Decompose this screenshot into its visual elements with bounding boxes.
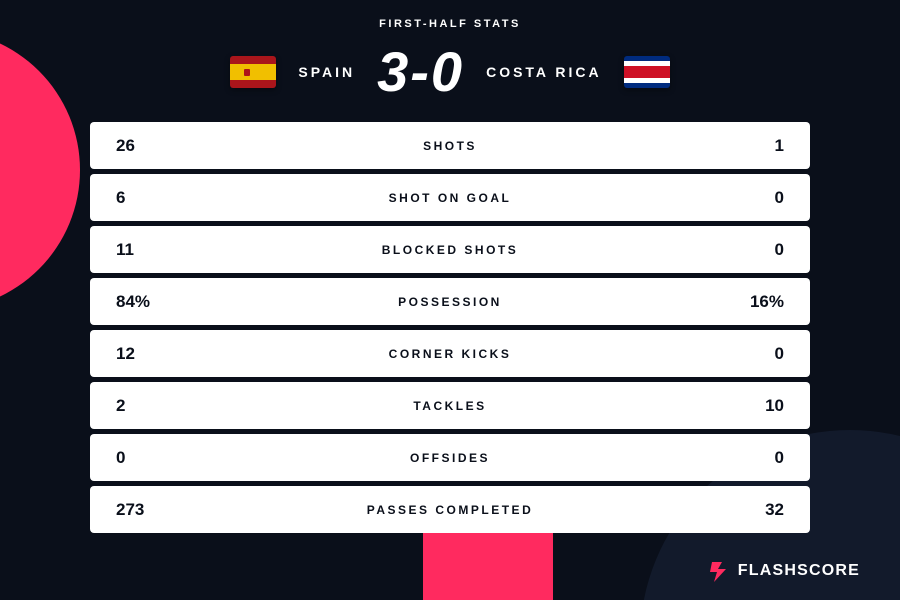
stat-home-value: 11	[116, 240, 186, 260]
flag-home-icon	[230, 56, 276, 88]
stat-away-value: 0	[714, 188, 784, 208]
scoreline: SPAIN 3-0 COSTA RICA	[230, 44, 669, 100]
stat-label: OFFSIDES	[186, 451, 714, 465]
stat-home-value: 6	[116, 188, 186, 208]
score-display: 3-0	[377, 44, 464, 100]
stat-label: TACKLES	[186, 399, 714, 413]
brand-logo: FLASHSCORE	[708, 560, 860, 582]
table-row: 11 BLOCKED SHOTS 0	[90, 226, 810, 273]
stat-home-value: 2	[116, 396, 186, 416]
stat-label: CORNER KICKS	[186, 347, 714, 361]
stat-away-value: 16%	[714, 292, 784, 312]
stat-away-value: 0	[714, 448, 784, 468]
flashscore-icon	[708, 560, 730, 582]
score-home: 3	[377, 40, 410, 103]
page-title: FIRST-HALF STATS	[379, 18, 521, 30]
table-row: 273 PASSES COMPLETED 32	[90, 486, 810, 533]
table-row: 26 SHOTS 1	[90, 122, 810, 169]
table-row: 12 CORNER KICKS 0	[90, 330, 810, 377]
table-row: 6 SHOT ON GOAL 0	[90, 174, 810, 221]
stat-away-value: 0	[714, 240, 784, 260]
stat-away-value: 32	[714, 500, 784, 520]
stat-label: SHOT ON GOAL	[186, 191, 714, 205]
stat-home-value: 26	[116, 136, 186, 156]
stats-card: FIRST-HALF STATS SPAIN 3-0 COSTA RICA 26…	[0, 0, 900, 600]
brand-label: FLASHSCORE	[738, 562, 860, 580]
table-row: 0 OFFSIDES 0	[90, 434, 810, 481]
team-away-label: COSTA RICA	[486, 64, 602, 80]
stat-label: BLOCKED SHOTS	[186, 243, 714, 257]
stat-home-value: 273	[116, 500, 186, 520]
score-separator: -	[410, 40, 431, 103]
stat-home-value: 12	[116, 344, 186, 364]
stat-away-value: 0	[714, 344, 784, 364]
score-away: 0	[431, 40, 464, 103]
flag-away-icon	[624, 56, 670, 88]
stat-away-value: 1	[714, 136, 784, 156]
stat-away-value: 10	[714, 396, 784, 416]
stat-home-value: 0	[116, 448, 186, 468]
table-row: 2 TACKLES 10	[90, 382, 810, 429]
team-home-label: SPAIN	[298, 64, 355, 80]
stat-label: SHOTS	[186, 139, 714, 153]
table-row: 84% POSSESSION 16%	[90, 278, 810, 325]
stat-home-value: 84%	[116, 292, 186, 312]
stats-table: 26 SHOTS 1 6 SHOT ON GOAL 0 11 BLOCKED S…	[90, 122, 810, 533]
stat-label: PASSES COMPLETED	[186, 503, 714, 517]
stat-label: POSSESSION	[186, 295, 714, 309]
